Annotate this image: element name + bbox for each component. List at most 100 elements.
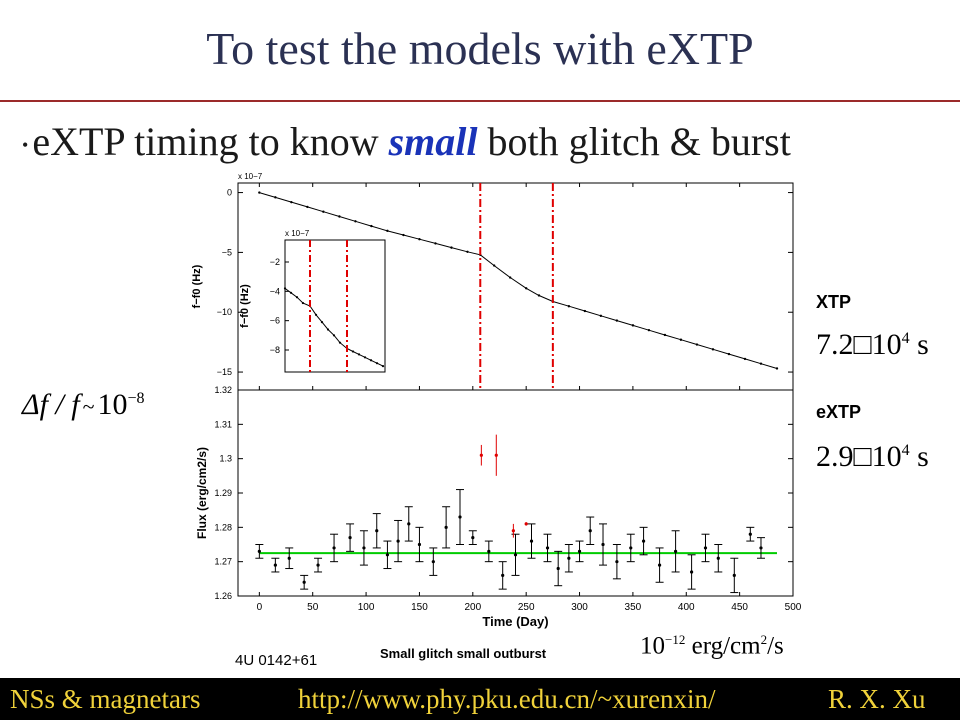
bottom-y-tick-label: 1.27 bbox=[214, 557, 232, 567]
flux-data-point bbox=[487, 549, 491, 553]
inset-data-point bbox=[289, 291, 293, 294]
flux-data-point bbox=[417, 542, 422, 547]
flux-data-point bbox=[703, 546, 708, 550]
xtp-mantissa: 7.2□10 bbox=[816, 328, 902, 361]
inset-frame bbox=[284, 239, 386, 373]
flux-data-point bbox=[431, 560, 435, 564]
flux-data-point bbox=[615, 560, 619, 564]
formula-lhs: Δf / f bbox=[22, 388, 80, 421]
top-data-point bbox=[434, 242, 437, 245]
top-y-scale-label: x 10−7 bbox=[238, 172, 263, 181]
flux-data-point bbox=[657, 563, 662, 567]
extp-label: eXTP bbox=[816, 402, 862, 422]
outburst-data-point bbox=[494, 453, 498, 457]
flux-data-point bbox=[458, 515, 462, 519]
extp-value: 2.9□104 s bbox=[816, 440, 929, 474]
flux-data-point bbox=[748, 532, 752, 536]
inset-data-point bbox=[381, 365, 385, 368]
top-data-point bbox=[386, 229, 389, 233]
flux-unit-exp: −12 bbox=[665, 632, 686, 647]
inset-data-point bbox=[295, 296, 299, 299]
inset-data-point bbox=[332, 334, 336, 337]
inset-data-point bbox=[283, 287, 287, 290]
top-data-point bbox=[418, 238, 421, 241]
bottom-x-tick-label: 0 bbox=[257, 602, 263, 613]
inset-y-tick-label: −4 bbox=[270, 286, 280, 296]
bottom-y-tick-label: 1.31 bbox=[214, 419, 232, 429]
top-y-tick-label: 0 bbox=[227, 188, 232, 198]
bottom-x-tick-label: 250 bbox=[518, 602, 535, 613]
footer-left: NSs & magnetars bbox=[10, 684, 201, 714]
flux-data-point bbox=[316, 563, 320, 567]
top-data-point bbox=[450, 246, 453, 249]
title-divider bbox=[0, 100, 960, 102]
flux-unit-sq: 2 bbox=[760, 632, 768, 647]
flux-data-point bbox=[513, 553, 518, 557]
inset-data-point bbox=[320, 321, 324, 324]
bottom-y-tick-label: 1.32 bbox=[214, 385, 232, 395]
inset-y-scale-label: x 10−7 bbox=[285, 229, 310, 238]
inset-y-axis-label: f−f0 (Hz) bbox=[239, 284, 251, 328]
top-data-point bbox=[567, 305, 571, 308]
flux-data-point bbox=[396, 539, 400, 543]
top-data-point bbox=[695, 343, 699, 346]
bottom-y-axis-label: Flux (erg/cm2/s) bbox=[195, 447, 209, 539]
inset-data-point bbox=[338, 341, 342, 344]
xtp-exp: 4 bbox=[901, 330, 910, 347]
inset-data-point bbox=[351, 350, 355, 353]
top-data-point bbox=[524, 287, 528, 290]
flux-data-point bbox=[362, 546, 366, 550]
flux-unit: 10−12 erg/cm2/s bbox=[640, 632, 784, 660]
top-data-point bbox=[466, 250, 469, 254]
bottom-x-tick-label: 350 bbox=[625, 602, 642, 613]
bottom-x-tick-label: 50 bbox=[307, 602, 319, 613]
flux-data-point bbox=[545, 546, 550, 550]
bottom-y-tick-label: 1.28 bbox=[214, 522, 232, 532]
flux-unit-text: erg/cm bbox=[685, 632, 761, 660]
flux-data-point bbox=[302, 580, 306, 584]
top-data-point bbox=[370, 224, 373, 228]
bottom-x-axis-label: Time (Day) bbox=[482, 614, 548, 629]
flux-data-point bbox=[407, 522, 411, 526]
top-y-tick-label: −5 bbox=[222, 247, 232, 257]
flux-data-point bbox=[759, 546, 763, 550]
flux-data-point bbox=[601, 542, 605, 547]
flux-data-point bbox=[529, 539, 534, 543]
inset-y-tick-label: −6 bbox=[270, 316, 280, 326]
bottom-x-tick-label: 500 bbox=[785, 602, 802, 613]
footer-author: R. X. Xu bbox=[828, 684, 926, 714]
top-data-point bbox=[258, 191, 261, 194]
top-data-point bbox=[615, 319, 619, 322]
top-series-line bbox=[259, 192, 778, 369]
flux-data-point bbox=[444, 525, 448, 529]
flux-data-point bbox=[273, 563, 277, 567]
xtp-label: XTP bbox=[816, 292, 852, 312]
bottom-x-tick-label: 450 bbox=[731, 602, 748, 613]
xtp-value: 7.2□104 s bbox=[816, 328, 929, 362]
inset-data-point bbox=[369, 359, 373, 362]
inset-y-tick-label: −2 bbox=[270, 257, 280, 267]
footer-url-link[interactable]: http://www.phy.pku.edu.cn/~xurenxin/ bbox=[298, 684, 716, 714]
inset-data-point bbox=[301, 301, 305, 305]
top-data-point bbox=[631, 324, 635, 327]
top-data-point bbox=[727, 352, 731, 356]
formula-base: 10 bbox=[97, 388, 128, 421]
top-data-point bbox=[508, 276, 512, 279]
top-data-point bbox=[647, 328, 651, 332]
top-data-point bbox=[492, 264, 496, 267]
bottom-y-tick-label: 1.3 bbox=[219, 454, 232, 464]
delta-f-formula: Δf / f ~10−8 bbox=[22, 388, 145, 422]
top-data-point bbox=[759, 362, 763, 365]
flux-data-point bbox=[471, 536, 475, 540]
top-data-point bbox=[537, 294, 541, 297]
top-data-point bbox=[402, 233, 405, 237]
bullet-item: • eXTP timing to know small both glitch &… bbox=[22, 118, 791, 165]
flux-data-point bbox=[348, 536, 352, 540]
outburst-data-point bbox=[524, 522, 528, 526]
flux-data-point bbox=[375, 529, 379, 533]
top-data-point bbox=[338, 215, 341, 218]
bottom-x-tick-label: 300 bbox=[571, 602, 588, 613]
top-y-tick-label: −15 bbox=[217, 367, 232, 377]
flux-data-point bbox=[332, 546, 336, 550]
